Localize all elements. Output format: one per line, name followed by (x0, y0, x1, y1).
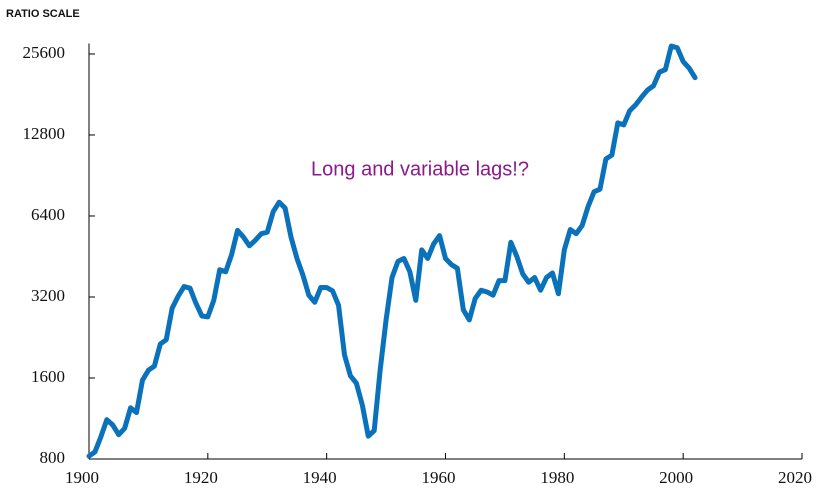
y-tick-label: 25600 (23, 43, 66, 62)
x-tick-label: 2000 (659, 468, 693, 487)
y-tick-label: 800 (40, 448, 66, 467)
x-tick-label: 2020 (778, 468, 812, 487)
x-tick-label: 1900 (65, 468, 99, 487)
annotation: Long and variable lags!? (311, 158, 529, 180)
x-tick-label: 1940 (303, 468, 337, 487)
x-tick-label: 1920 (184, 468, 218, 487)
x-tick-label: 1960 (422, 468, 456, 487)
y-axis-label: RATIO SCALE (6, 8, 80, 20)
y-tick-label: 12800 (23, 124, 66, 143)
y-tick-label: 1600 (31, 367, 65, 386)
x-tick-label: 1980 (540, 468, 574, 487)
y-tick-label: 6400 (31, 205, 65, 224)
series-line (86, 43, 698, 459)
y-tick-label: 3200 (31, 286, 65, 305)
